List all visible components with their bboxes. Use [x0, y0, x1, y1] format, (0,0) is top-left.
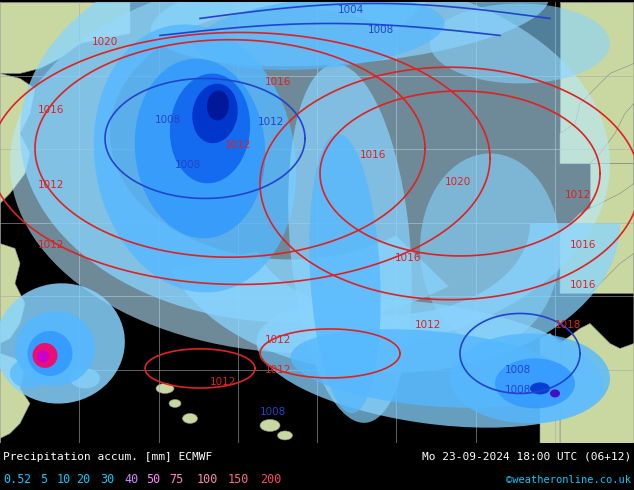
Ellipse shape — [27, 331, 72, 376]
Text: 0.5: 0.5 — [3, 473, 24, 487]
Ellipse shape — [37, 350, 49, 363]
Polygon shape — [171, 223, 620, 373]
Ellipse shape — [10, 0, 610, 353]
Text: 75: 75 — [169, 473, 183, 487]
Text: ©weatheronline.co.uk: ©weatheronline.co.uk — [506, 475, 631, 485]
Ellipse shape — [183, 414, 198, 423]
Text: 1008: 1008 — [368, 25, 394, 35]
Ellipse shape — [10, 359, 50, 389]
Text: 150: 150 — [228, 473, 249, 487]
Text: 10: 10 — [57, 473, 71, 487]
Ellipse shape — [32, 343, 58, 368]
Ellipse shape — [420, 153, 560, 343]
Ellipse shape — [278, 431, 292, 440]
Polygon shape — [0, 74, 35, 244]
Text: 30: 30 — [100, 473, 114, 487]
Ellipse shape — [257, 299, 604, 428]
Text: 1012: 1012 — [265, 366, 292, 375]
Text: 1012: 1012 — [210, 377, 236, 388]
Ellipse shape — [135, 59, 265, 238]
Ellipse shape — [195, 0, 444, 70]
Text: 1012: 1012 — [225, 141, 251, 150]
Polygon shape — [20, 0, 449, 322]
Ellipse shape — [151, 0, 549, 66]
Text: 1012: 1012 — [415, 320, 441, 330]
Ellipse shape — [495, 359, 575, 409]
Text: 5: 5 — [40, 473, 47, 487]
Text: 1012: 1012 — [38, 180, 65, 191]
Polygon shape — [0, 244, 25, 343]
Ellipse shape — [156, 384, 174, 393]
Ellipse shape — [309, 134, 380, 413]
Ellipse shape — [530, 383, 550, 394]
Text: 1016: 1016 — [360, 150, 386, 160]
Polygon shape — [0, 353, 30, 443]
Text: 1020: 1020 — [445, 177, 471, 188]
Text: 1012: 1012 — [38, 241, 65, 250]
Text: 1012: 1012 — [565, 191, 592, 200]
Ellipse shape — [192, 84, 238, 143]
Ellipse shape — [450, 334, 610, 423]
Polygon shape — [590, 164, 634, 294]
Ellipse shape — [260, 419, 280, 432]
Text: 1008: 1008 — [260, 408, 286, 417]
Text: 1016: 1016 — [38, 105, 65, 116]
Text: 1016: 1016 — [395, 253, 422, 264]
Text: 1008: 1008 — [175, 160, 201, 171]
Ellipse shape — [207, 91, 229, 121]
Ellipse shape — [170, 74, 250, 183]
Text: 40: 40 — [124, 473, 138, 487]
Text: 1016: 1016 — [265, 77, 292, 87]
Ellipse shape — [290, 329, 569, 408]
Text: Precipitation accum. [mm] ECMWF: Precipitation accum. [mm] ECMWF — [3, 452, 212, 462]
Text: 200: 200 — [260, 473, 281, 487]
Ellipse shape — [288, 64, 412, 423]
Polygon shape — [560, 2, 634, 443]
Ellipse shape — [550, 390, 560, 397]
Ellipse shape — [0, 283, 125, 404]
Text: 50: 50 — [146, 473, 160, 487]
Ellipse shape — [430, 3, 610, 83]
Text: 20: 20 — [76, 473, 90, 487]
Ellipse shape — [15, 311, 95, 386]
Ellipse shape — [70, 368, 100, 389]
Ellipse shape — [169, 399, 181, 408]
Text: 1012: 1012 — [265, 336, 292, 345]
Text: 1016: 1016 — [570, 241, 597, 250]
Polygon shape — [540, 334, 560, 443]
Text: 1018: 1018 — [555, 320, 581, 330]
Text: 100: 100 — [197, 473, 218, 487]
Text: 2: 2 — [23, 473, 30, 487]
Text: 1008: 1008 — [505, 366, 531, 375]
Polygon shape — [0, 2, 130, 74]
Text: 1020: 1020 — [92, 37, 119, 48]
Polygon shape — [560, 2, 634, 164]
Text: 1012: 1012 — [258, 118, 285, 127]
Text: 1008: 1008 — [505, 386, 531, 395]
Ellipse shape — [94, 24, 296, 293]
Text: 1004: 1004 — [338, 5, 365, 16]
Text: 1016: 1016 — [570, 280, 597, 291]
Text: Mo 23-09-2024 18:00 UTC (06+12): Mo 23-09-2024 18:00 UTC (06+12) — [422, 452, 631, 462]
Text: 1008: 1008 — [155, 116, 181, 125]
